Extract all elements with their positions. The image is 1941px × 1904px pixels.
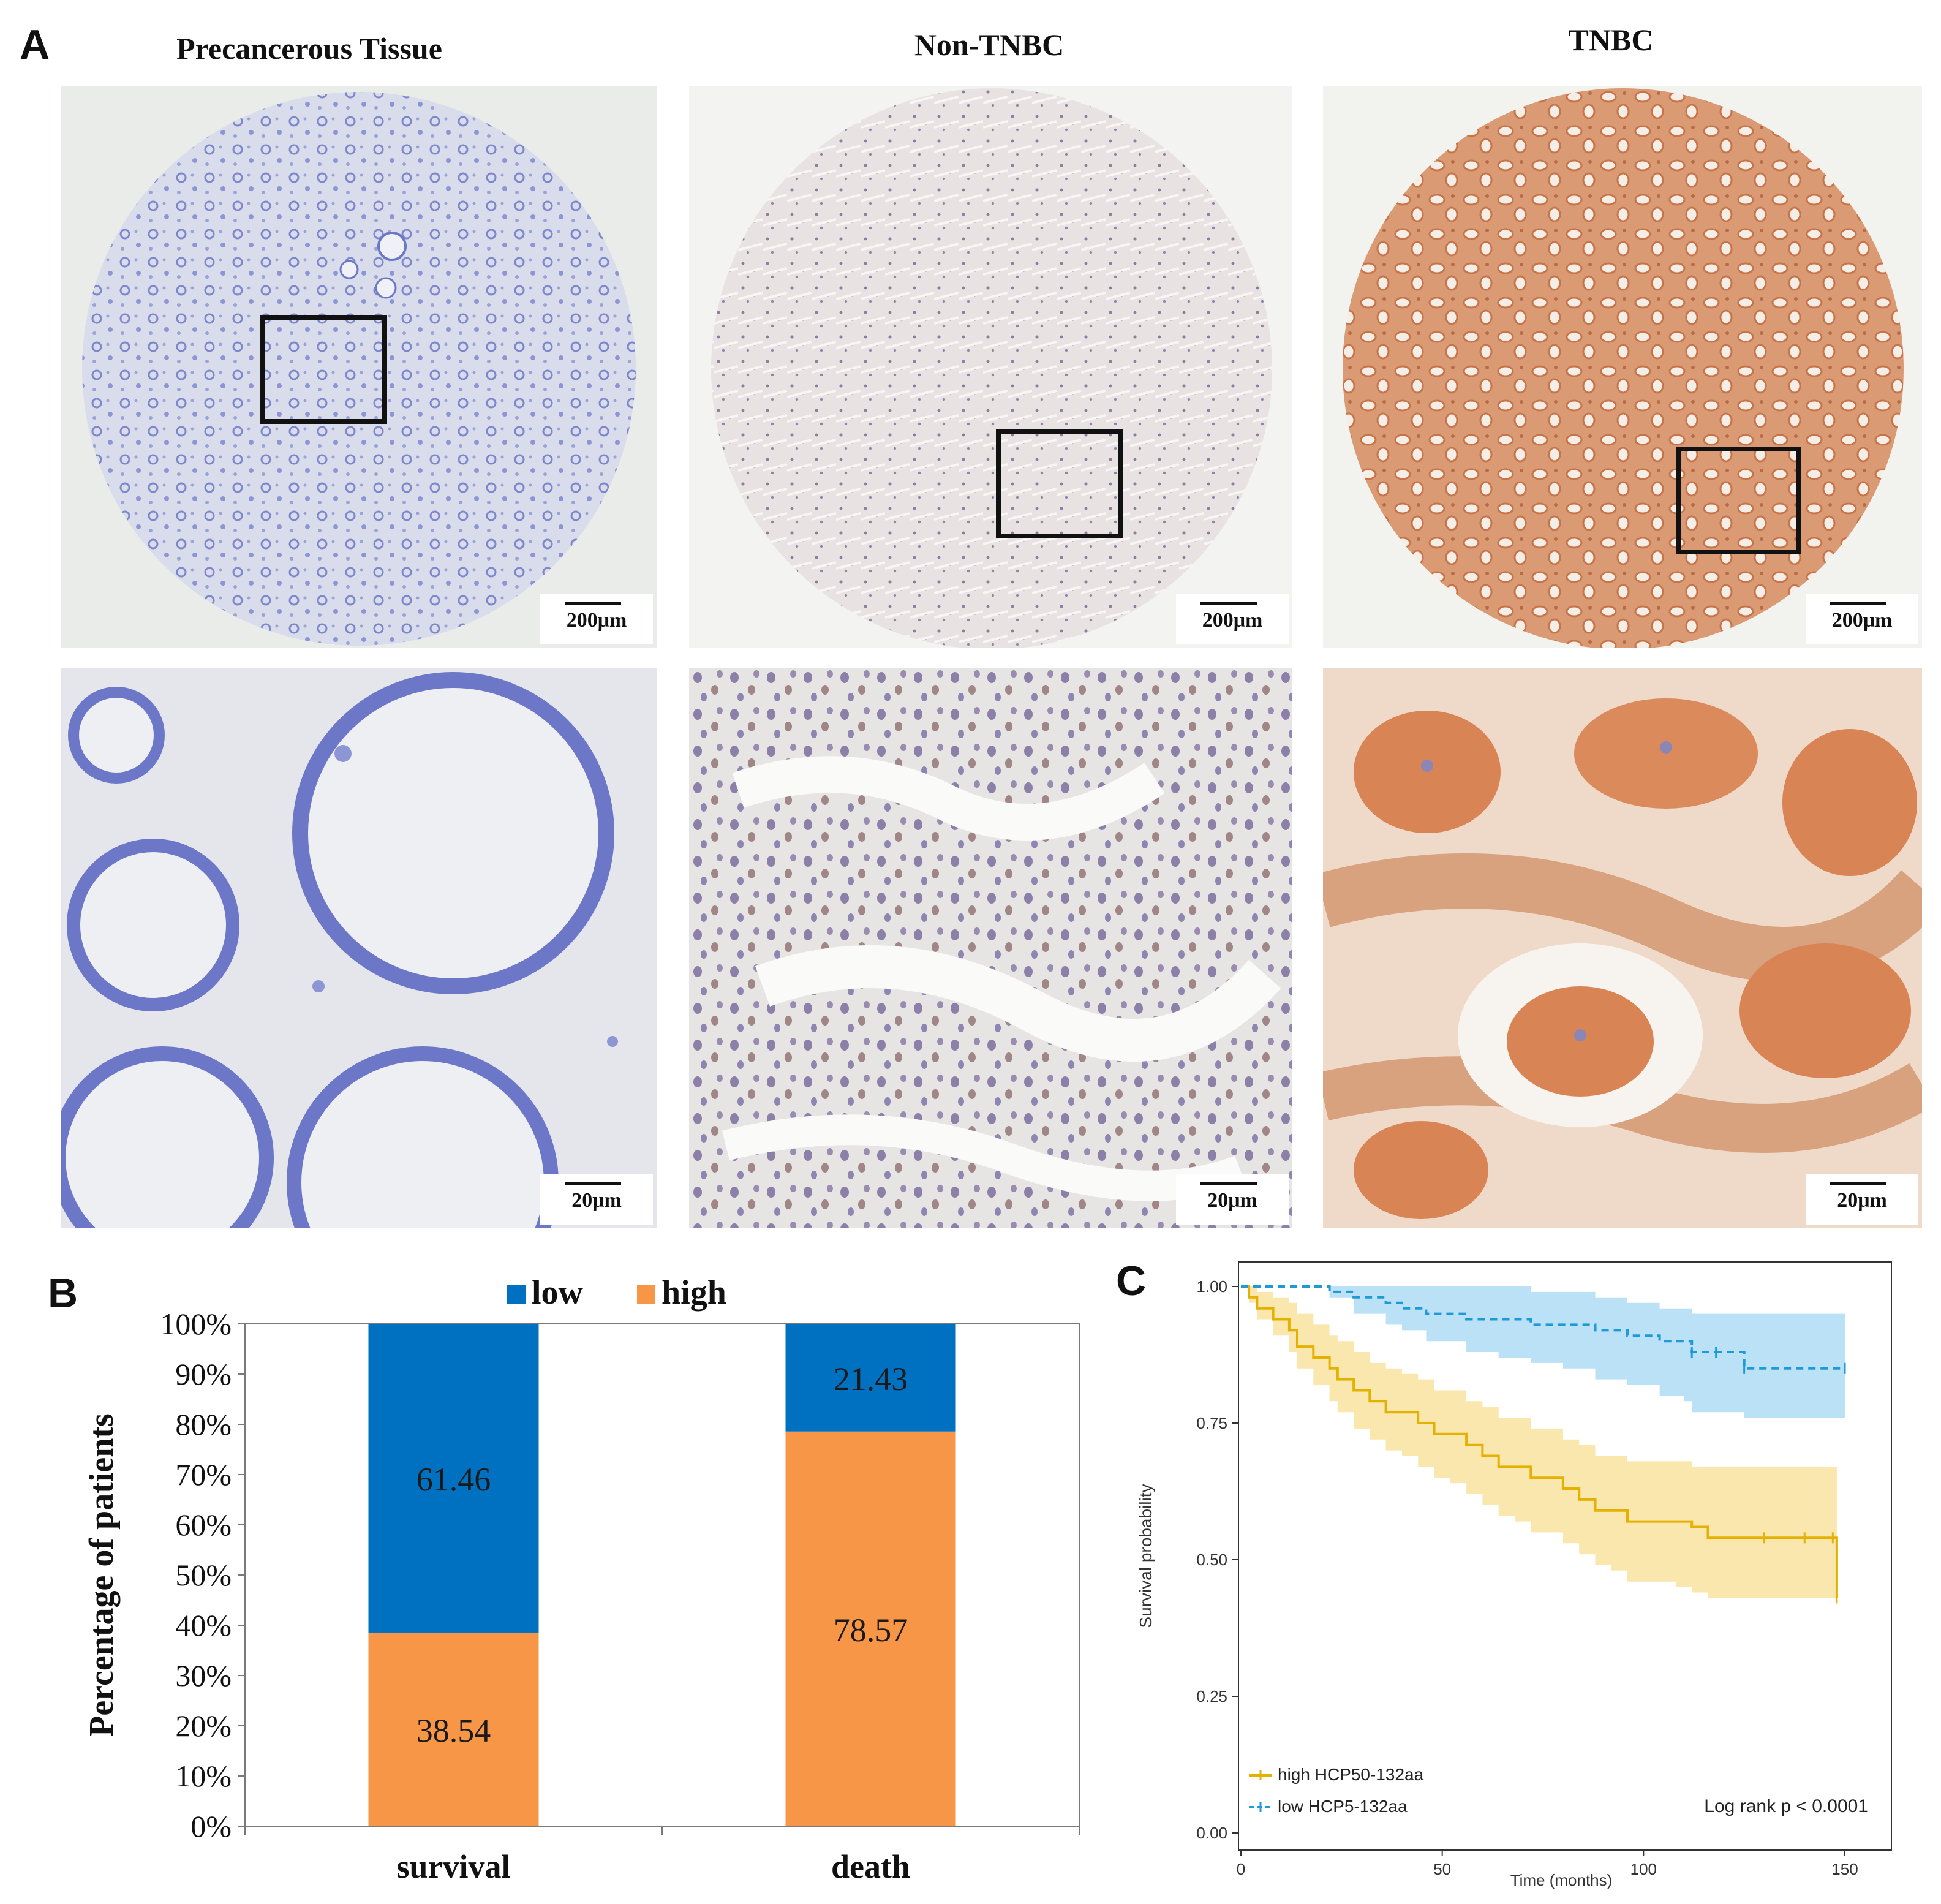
x-tick-label: 100	[1630, 1860, 1657, 1878]
y-tick-label: 50%	[175, 1558, 232, 1592]
scale-label: 20μm	[1207, 1189, 1257, 1212]
y-tick-label: 70%	[175, 1457, 232, 1492]
survival-curve	[1241, 1285, 1845, 1370]
x-tick-label: 50	[1433, 1860, 1451, 1878]
bar-segment-low	[368, 1324, 539, 1633]
tissue-core-blue	[82, 92, 636, 646]
duct	[67, 839, 239, 1011]
y-tick-label: 0%	[190, 1809, 232, 1843]
survival-curve	[1241, 1285, 1838, 1598]
y-axis-label: Survival probability	[1136, 1484, 1155, 1628]
y-tick-label: 100%	[160, 1307, 232, 1341]
scale-label: 200μm	[1831, 609, 1893, 632]
kaplan-meier-chart: 0 50 100 150 0.00 0.25 0.50 0.75 1.00 Time (month…	[1136, 1261, 1892, 1889]
duct	[61, 1046, 274, 1228]
panel-b-label: B	[48, 1270, 78, 1317]
tissue-core-light	[711, 88, 1272, 648]
data-label: 61.46	[416, 1461, 491, 1498]
bar-segment-low	[785, 1324, 956, 1432]
data-label: 38.54	[416, 1712, 491, 1749]
y-tick-label: 1.00	[1196, 1277, 1227, 1296]
stacked-bar-chart: 0% 10% 20% 30% 40% 50% 60% 70% 80% 90% 100% 38.54 61…	[83, 1274, 1080, 1885]
legend-label: high HCP50-132aa	[1278, 1765, 1424, 1784]
x-tick-label: 0	[1237, 1860, 1245, 1878]
legend-swatch-low	[507, 1285, 526, 1304]
scale-label: 200μm	[1202, 609, 1263, 632]
y-tick-label: 0.00	[1196, 1824, 1227, 1842]
scale-label: 20μm	[1837, 1189, 1887, 1212]
legend-label: low HCP5-132aa	[1278, 1797, 1408, 1816]
scale-bar-top-3: 200μm	[1806, 594, 1918, 644]
zoom-box	[260, 315, 387, 424]
x-tick-label: death	[831, 1848, 910, 1885]
scale-bar-bottom-2: 20μm	[1176, 1174, 1289, 1225]
log-rank-annotation: Log rank p < 0.0001	[1704, 1796, 1868, 1816]
scale-bar-top-1: 200μm	[540, 594, 653, 644]
non-tnbc-overview-image: 200μm	[689, 86, 1292, 648]
confidence-band	[1241, 1286, 1837, 1686]
scale-label: 20μm	[571, 1189, 622, 1212]
non-tnbc-zoom-image: 20μm	[689, 668, 1292, 1228]
column-title-precancerous: Precancerous Tissue	[176, 31, 442, 66]
x-tick-label: survival	[396, 1848, 510, 1885]
y-tick-label: 20%	[175, 1709, 232, 1743]
tnbc-zoom-image: 20μm	[1323, 668, 1922, 1228]
scale-bar-top-2: 200μm	[1176, 594, 1289, 644]
precancerous-overview-image: 200μm	[61, 86, 657, 648]
y-tick-label: 40%	[175, 1608, 232, 1642]
y-tick-label: 90%	[175, 1357, 232, 1391]
panel-a-label: A	[20, 21, 50, 68]
y-axis-label: Percentage of patients	[83, 1413, 121, 1737]
y-tick-label: 60%	[175, 1508, 232, 1542]
zoom-box	[996, 429, 1123, 538]
scale-bar-bottom-3: 20μm	[1806, 1174, 1918, 1225]
duct	[292, 672, 614, 994]
x-tick-label: 150	[1831, 1860, 1858, 1878]
tnbc-overview-image: 200μm	[1323, 86, 1922, 648]
precancerous-zoom-image: 20μm	[61, 668, 657, 1228]
column-title-tnbc: TNBC	[1568, 23, 1654, 57]
legend-label-high: high	[661, 1274, 726, 1312]
data-label: 78.57	[834, 1612, 908, 1649]
bar-segment-high	[785, 1431, 956, 1826]
data-label: 21.43	[834, 1361, 908, 1397]
y-tick-label: 0.50	[1196, 1551, 1227, 1569]
legend-label-low: low	[532, 1274, 584, 1312]
confidence-band	[1241, 1286, 1845, 1418]
legend-swatch-high	[637, 1285, 655, 1304]
y-tick-label: 0.25	[1196, 1687, 1227, 1706]
x-axis-label: Time (months)	[1510, 1871, 1613, 1889]
duct	[287, 1046, 559, 1228]
bar-segment-high	[368, 1632, 539, 1826]
zoom-box	[1676, 447, 1801, 554]
panel-c-label: C	[1116, 1258, 1147, 1304]
scale-label: 200μm	[566, 609, 627, 632]
y-tick-label: 80%	[175, 1407, 232, 1441]
y-tick-label: 30%	[175, 1658, 232, 1693]
y-tick-label: 10%	[175, 1759, 232, 1793]
y-tick-label: 0.75	[1196, 1414, 1227, 1432]
column-title-non-tnbc: Non-TNBC	[914, 28, 1065, 62]
scale-bar-bottom-1: 20μm	[540, 1174, 653, 1225]
tissue-core-brown	[1343, 88, 1904, 648]
